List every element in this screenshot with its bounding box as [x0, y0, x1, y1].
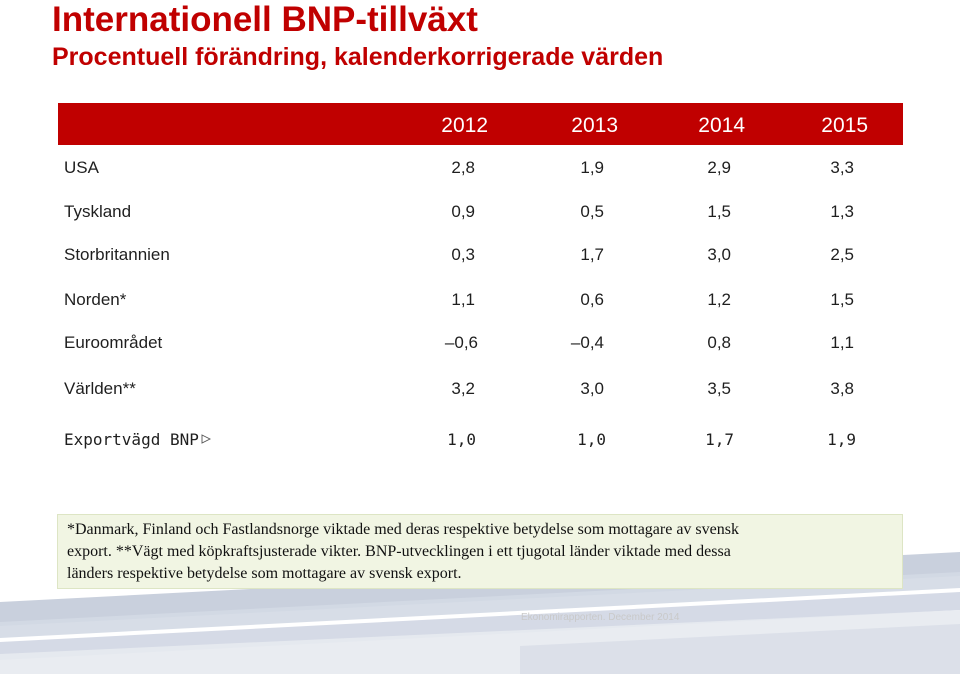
table-cell: –0,4	[570, 333, 604, 352]
year-header-2015: 2015	[821, 114, 868, 137]
row-label: Euroområdet	[64, 333, 163, 352]
table-cell: 3,2	[451, 379, 475, 398]
table-cell: 1,7	[705, 430, 734, 449]
footnote-marker-icon	[201, 434, 211, 444]
year-header-2014: 2014	[698, 114, 745, 137]
page-title: Internationell BNP-tillväxt	[52, 0, 478, 39]
table-cell: 2,8	[451, 158, 475, 177]
table-cell: 2,5	[830, 245, 854, 264]
row-label: Storbritannien	[64, 245, 170, 264]
footer-source: Ekonomirapporten. December 2014	[521, 612, 680, 623]
year-header-2012: 2012	[441, 114, 488, 137]
table-cell: 0,3	[451, 245, 475, 264]
table-cell: 1,9	[827, 430, 856, 449]
footnote-line: *Danmark, Finland och Fastlandsnorge vik…	[67, 521, 739, 538]
table-cell: 2,9	[707, 158, 731, 177]
row-label-text: Exportvägd BNP	[64, 430, 199, 449]
row-label: Norden*	[64, 290, 127, 309]
table-cell: 0,8	[707, 333, 731, 352]
footnote-box: *Danmark, Finland och Fastlandsnorge vik…	[57, 514, 903, 589]
table-cell: 1,5	[830, 290, 854, 309]
table-cell: –0,6	[444, 333, 478, 352]
table-cell: 1,1	[451, 290, 475, 309]
table-cell: 1,0	[447, 430, 476, 449]
table-cell: 1,2	[707, 290, 731, 309]
year-header-2013: 2013	[571, 114, 618, 137]
row-label: Tyskland	[64, 202, 132, 221]
footnote-line: länders respektive betydelse som mottaga…	[67, 565, 462, 582]
table-cell: 3,0	[707, 245, 731, 264]
table-cell: 1,9	[580, 158, 604, 177]
footnote-line: export. **Vägt med köpkraftsjusterade vi…	[67, 543, 731, 560]
page-subtitle: Procentuell förändring, kalenderkorriger…	[52, 43, 664, 71]
row-label: USA	[64, 158, 99, 177]
decorative-stripes	[0, 552, 960, 674]
table-cell: 1,0	[577, 430, 606, 449]
table-cell: 0,6	[580, 290, 604, 309]
table-cell: 3,0	[580, 379, 604, 398]
table-cell: 3,5	[707, 379, 731, 398]
table-cell: 0,9	[451, 202, 475, 221]
table-cell: 1,3	[830, 202, 854, 221]
table-cell: 1,5	[707, 202, 731, 221]
table-header: 2012 2013 2014 2015	[58, 103, 903, 145]
table-cell: 3,3	[830, 158, 854, 177]
table-cell: 1,1	[830, 333, 854, 352]
table-cell: 0,5	[580, 202, 604, 221]
table-cell: 3,8	[830, 379, 854, 398]
row-label: Världen**	[64, 379, 136, 398]
row-label: Exportvägd BNP	[64, 430, 211, 449]
table-cell: 1,7	[580, 245, 604, 264]
